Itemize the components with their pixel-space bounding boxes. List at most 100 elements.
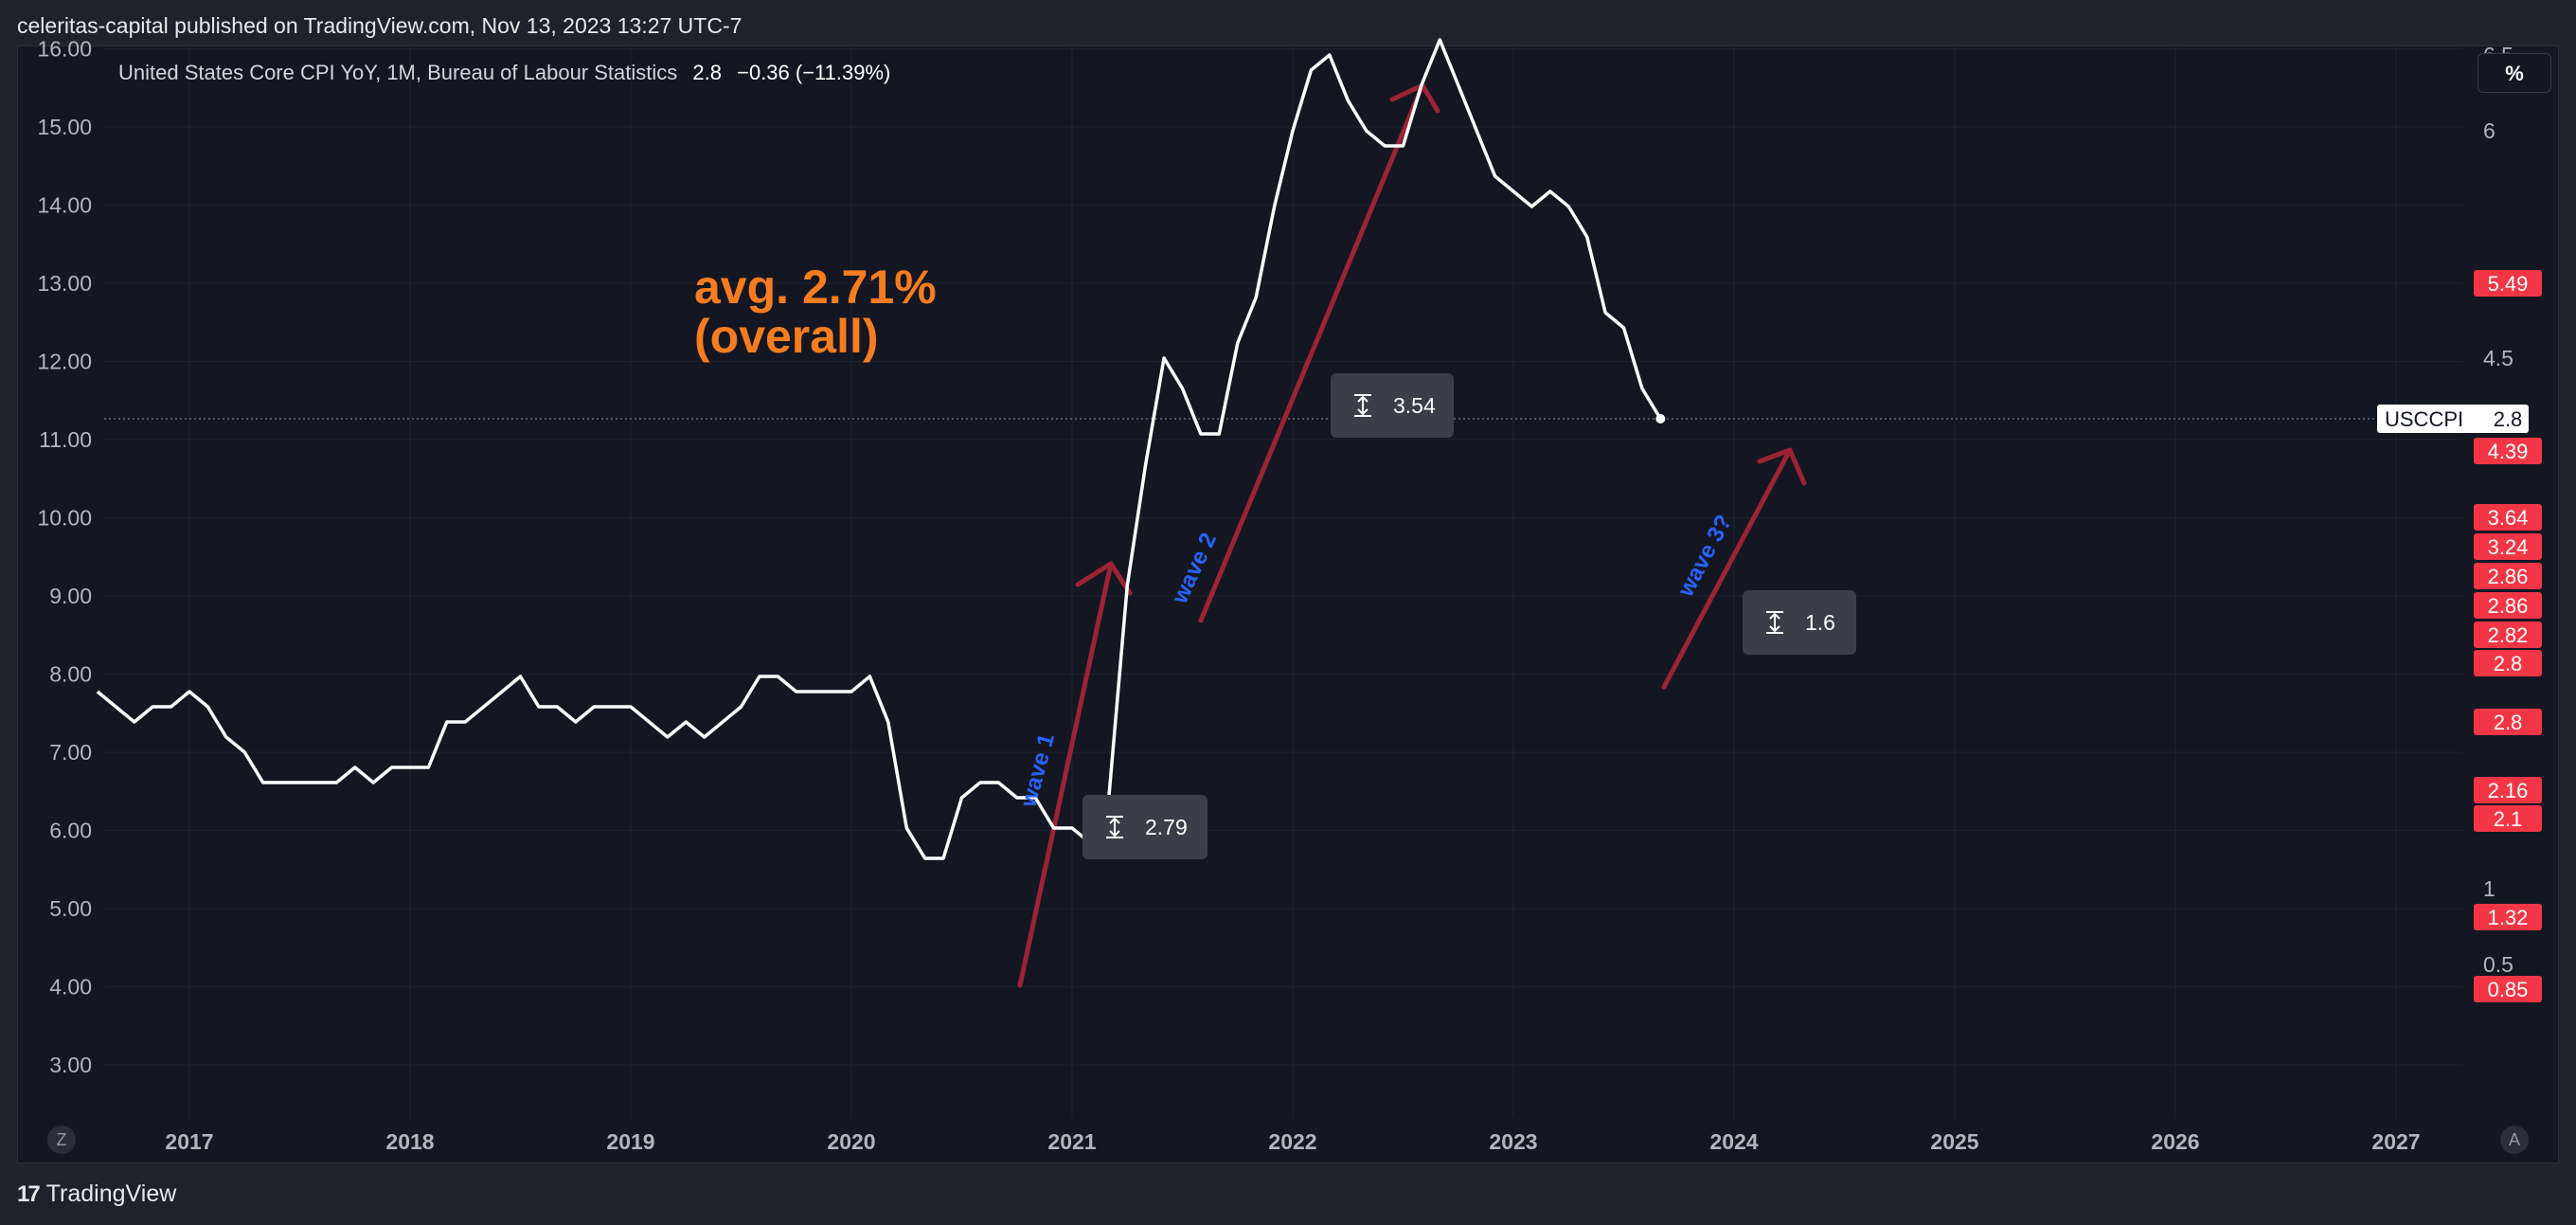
published-header: celeritas-capital published on TradingVi… xyxy=(0,0,2576,45)
current-label-name: USCCPI xyxy=(2385,407,2463,431)
price-tag: 2.82 xyxy=(2474,622,2542,648)
time-axis-tick: 2019 xyxy=(606,1129,654,1154)
time-axis-tick: 2020 xyxy=(827,1129,875,1154)
price-tag-bg xyxy=(2474,709,2542,735)
right-axis-tick: 0.5 xyxy=(2483,952,2513,977)
price-tag-value: 3.64 xyxy=(2488,506,2529,530)
left-axis-tick: 14.00 xyxy=(37,193,92,218)
left-axis-tick: 12.00 xyxy=(37,350,92,374)
time-axis: 2017 2018 2019 2020 2021 2022 2023 2024 2025 2026… xyxy=(165,1129,2420,1154)
price-tag-value: 2.82 xyxy=(2488,623,2529,647)
measure-value: 2.79 xyxy=(1145,815,1188,839)
series-legend[interactable]: United States Core CPI YoY, 1M, Bureau o… xyxy=(118,61,890,85)
measure-box-bg xyxy=(1743,590,1856,655)
measure-value: 3.54 xyxy=(1393,393,1436,418)
chart-canvas[interactable]: 16.0015.0014.0013.0012.0011.0010.009.008… xyxy=(0,0,2576,1163)
time-axis-tick: 2026 xyxy=(2151,1129,2199,1154)
time-axis-tick: 2018 xyxy=(385,1129,434,1154)
price-tag-bg xyxy=(2474,976,2542,1002)
left-axis-tick: 11.00 xyxy=(39,427,92,452)
price-tag-bg xyxy=(2474,533,2542,560)
right-axis-tick: 4.5 xyxy=(2483,346,2513,370)
wave-label: wave 1 xyxy=(1015,731,1060,811)
price-tag-value: 1.32 xyxy=(2488,906,2529,929)
tradingview-logo[interactable]: 17 TradingView xyxy=(17,1180,176,1208)
left-axis-tick: 8.00 xyxy=(49,662,92,687)
price-tag-bg xyxy=(2474,622,2542,648)
price-tag-bg xyxy=(2474,650,2542,676)
left-axis-tick: 6.00 xyxy=(49,819,92,843)
left-axis-tick: 16.00 xyxy=(37,37,92,62)
current-price-label: USCCPI 2.8 xyxy=(2377,405,2529,433)
price-tag-value: 4.39 xyxy=(2488,440,2529,463)
right-axis-tick: 6 xyxy=(2483,118,2496,143)
measure-value: 1.6 xyxy=(1805,610,1835,635)
price-tag-bg xyxy=(2474,270,2542,297)
left-axis: 16.00 15.00 14.00 13.00 12.00 11.00 10.00 9.00 8… xyxy=(37,37,92,1078)
measure-box-bg xyxy=(1331,373,1454,438)
legend-change: −0.36 (−11.39%) xyxy=(737,61,891,84)
left-axis-tick: 13.00 xyxy=(37,271,92,296)
left-axis-tick: 4.00 xyxy=(49,975,92,1000)
measure-box: 3.54 xyxy=(1331,373,1454,438)
wave-1-arrow-head xyxy=(1075,561,1133,596)
price-tag: 2.1 xyxy=(2474,805,2542,832)
wave-arrows xyxy=(1017,82,1807,988)
price-tag-value: 2.1 xyxy=(2494,807,2523,831)
price-tag-bg xyxy=(2474,592,2542,619)
price-tag: 1.32 xyxy=(2474,904,2542,930)
percent-scale-button[interactable]: % xyxy=(2478,53,2551,93)
zoom-reset-button[interactable]: Z xyxy=(47,1126,76,1154)
price-tag-value: 2.16 xyxy=(2488,779,2529,802)
measure-box: 2.79 xyxy=(1082,795,1208,859)
price-tag-bg xyxy=(2474,563,2542,589)
time-axis-tick: 2022 xyxy=(1268,1129,1316,1154)
left-axis-tick: 15.00 xyxy=(37,115,92,139)
price-tag-bg xyxy=(2474,438,2542,464)
price-tag-value: 0.85 xyxy=(2488,978,2529,1001)
left-axis-tick: 3.00 xyxy=(49,1053,92,1077)
measure-box: 1.6 xyxy=(1743,590,1856,655)
current-label-value: 2.8 xyxy=(2494,407,2523,431)
price-tag: 0.85 xyxy=(2474,976,2542,1002)
time-axis-tick: 2021 xyxy=(1047,1129,1096,1154)
auto-scale-button[interactable]: A xyxy=(2500,1126,2529,1154)
last-value-dot xyxy=(1655,414,1666,423)
time-axis-tick: 2024 xyxy=(1709,1129,1758,1154)
price-tag-bg xyxy=(2474,904,2542,930)
time-axis-tick: 2023 xyxy=(1489,1129,1537,1154)
price-tag-value: 2.8 xyxy=(2494,652,2523,676)
price-tag: 2.16 xyxy=(2474,777,2542,803)
current-label-bg xyxy=(2377,405,2529,433)
chart-grid xyxy=(104,45,2462,1118)
price-tag-value: 2.86 xyxy=(2488,594,2529,618)
price-tag-value: 2.8 xyxy=(2494,711,2523,734)
wave-label: wave 3? xyxy=(1673,511,1737,602)
price-tag: 2.86 xyxy=(2474,563,2542,589)
price-tags: 5.49 4.39 3.64 3.24 2.86 2.86 2.82 2.8 2.8 2.16 2.… xyxy=(2474,270,2542,1002)
tradingview-brand: TradingView xyxy=(45,1180,177,1207)
legend-last-value: 2.8 xyxy=(692,61,722,84)
wave-1-arrow xyxy=(1017,561,1114,988)
wave-labels: wave 1 wave 2 wave 3? xyxy=(1015,511,1737,811)
time-axis-tick: 2027 xyxy=(2371,1129,2420,1154)
price-tag-value: 5.49 xyxy=(2488,272,2529,296)
measure-range-icon xyxy=(1766,611,1783,634)
price-tag-bg xyxy=(2474,777,2542,803)
wave-3-arrow-head xyxy=(1757,447,1807,486)
wave-label: wave 2 xyxy=(1167,529,1222,608)
price-tag-value: 3.24 xyxy=(2488,535,2529,559)
price-tag-bg xyxy=(2474,504,2542,531)
left-axis-tick: 5.00 xyxy=(49,896,92,921)
measure-range-icon xyxy=(1106,816,1123,838)
price-tag: 4.39 xyxy=(2474,438,2542,464)
price-tag: 5.49 xyxy=(2474,270,2542,297)
avg-annotation-line1: avg. 2.71% xyxy=(694,261,937,314)
avg-annotation-line2: (overall) xyxy=(694,310,879,363)
left-axis-tick: 9.00 xyxy=(49,584,92,608)
right-axis-tick: 1 xyxy=(2483,876,2496,901)
chart-panel[interactable] xyxy=(17,45,2559,1163)
wave-2-arrow xyxy=(1198,82,1425,623)
left-axis-tick: 7.00 xyxy=(49,740,92,765)
legend-title: United States Core CPI YoY, 1M, Bureau o… xyxy=(118,61,678,84)
